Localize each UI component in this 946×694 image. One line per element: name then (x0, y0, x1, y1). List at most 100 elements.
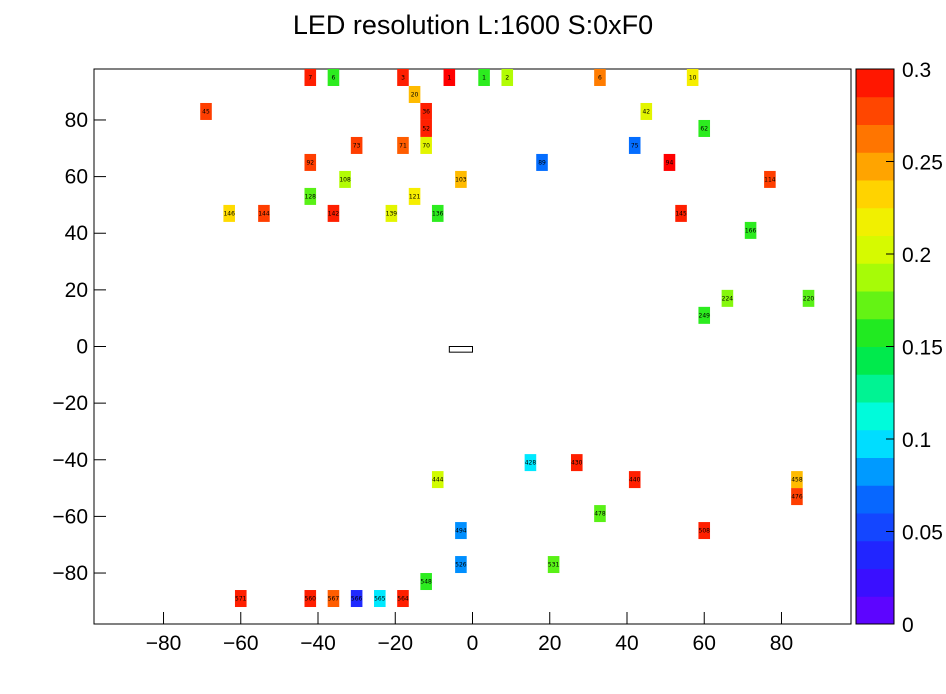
heatmap-cell (420, 102, 432, 120)
cell-label: 249 (699, 312, 711, 319)
x-tick-label: 60 (693, 632, 716, 655)
heatmap-cell (304, 187, 317, 205)
cell-label: 136 (432, 210, 444, 217)
cell-label: 444 (432, 477, 444, 484)
cell-label: 92 (306, 159, 314, 166)
cell-label: 494 (455, 528, 467, 535)
heatmap-cell (721, 289, 734, 307)
cell-label: 144 (258, 210, 270, 217)
y-tick-label: 40 (65, 222, 88, 245)
colorbar-segment (856, 291, 894, 320)
cell-label: 566 (351, 596, 363, 603)
colorbar-segment (856, 235, 894, 264)
cell-label: 428 (525, 460, 537, 467)
heatmap-cell (594, 505, 606, 523)
cell-label: 560 (305, 596, 317, 603)
heatmap-cell (258, 204, 270, 222)
x-tick-label: −20 (377, 632, 413, 655)
heatmap-cell (628, 136, 641, 154)
heatmap-cell (397, 69, 409, 86)
cell-label: 3 (401, 74, 405, 81)
colorbar-segment (856, 513, 894, 542)
heatmap-cell (431, 204, 444, 222)
cell-label: 73 (353, 142, 361, 149)
y-tick-label: −60 (52, 505, 88, 528)
heatmap-cell (408, 187, 421, 205)
heatmap-cell (339, 170, 351, 188)
cell-label: 103 (455, 176, 467, 183)
heatmap-cell (408, 85, 421, 103)
cell-label: 508 (699, 528, 711, 535)
heatmap-cell (455, 522, 467, 540)
cell-label: 75 (631, 142, 639, 149)
cell-label: 567 (328, 596, 340, 603)
x-tick-label: 0 (467, 632, 479, 655)
heatmap-cell (594, 69, 606, 86)
heatmap-cell (420, 119, 432, 137)
heatmap-cell (663, 153, 676, 171)
cell-label: 108 (339, 176, 351, 183)
y-tick-label: −40 (52, 449, 88, 472)
x-tick-label: −60 (223, 632, 259, 655)
cell-label: 42 (642, 108, 650, 115)
cell-label: 476 (791, 494, 803, 501)
axes: −80 −60 −40 −20 0 20 40 60 80 80 60 40 20 0 −20 −40 −60 −… (52, 109, 793, 655)
heatmap-cell (478, 69, 490, 86)
x-tick-label: 40 (615, 632, 638, 655)
heatmap-cell (698, 119, 711, 137)
heatmap-cell (234, 590, 247, 608)
colorbar-segment (856, 568, 894, 597)
cell-label: 531 (548, 562, 560, 569)
colorbar-segment (856, 346, 894, 375)
y-tick-label: 60 (65, 166, 88, 189)
heatmap-cell (420, 136, 432, 154)
chart-title: LED resolution L:1600 S:0xF0 (292, 10, 654, 40)
x-tick-label: −80 (146, 632, 182, 655)
cell-label: 548 (420, 579, 432, 586)
cell-label: 10 (689, 74, 697, 81)
heatmap-cell (443, 69, 456, 86)
cell-label: 526 (455, 562, 467, 569)
cell-label: 571 (235, 596, 247, 603)
colorbar-tick-label: 0 (902, 614, 914, 637)
cell-label: 1 (482, 74, 486, 81)
cell-label: 114 (764, 176, 776, 183)
heatmap-cell (744, 221, 757, 239)
x-tick-label: 20 (538, 632, 561, 655)
cell-label: 430 (571, 460, 583, 467)
colorbar-segment (856, 374, 894, 403)
cell-label: 7 (308, 74, 312, 81)
cell-label: 145 (675, 210, 687, 217)
heatmap-cells: 7 6 3 1 1 2 6 10 20 45 36 42 52 62 73 71 70 75 92 89 94 108 10… (200, 69, 815, 608)
heatmap-cell (802, 289, 815, 307)
heatmap-cell (791, 471, 803, 489)
heatmap-cell (420, 573, 432, 591)
colorbar-segment (856, 152, 894, 181)
heatmap-cell (327, 204, 340, 222)
cell-label: 121 (409, 193, 421, 200)
y-tick-label: −80 (52, 562, 88, 585)
cell-label: 2 (505, 74, 509, 81)
cell-label: 564 (397, 596, 409, 603)
cell-label: 440 (629, 477, 641, 484)
colorbar-segment (856, 429, 894, 458)
colorbar-tick-label: 0.05 (902, 522, 943, 545)
cell-label: 478 (594, 511, 606, 518)
heatmap-cell (327, 69, 340, 86)
cell-label: 142 (328, 210, 340, 217)
cell-label: 1 (447, 74, 451, 81)
colorbar-segment (856, 69, 894, 98)
colorbar-tick-label: 0.1 (902, 429, 931, 452)
cell-label: 70 (422, 142, 430, 149)
y-tick-label: 0 (76, 336, 88, 359)
cell-label: 52 (422, 125, 430, 132)
cell-label: 89 (538, 159, 546, 166)
heatmap-cell (698, 306, 711, 324)
heatmap-cell (675, 204, 687, 222)
heatmap-cell (431, 471, 444, 489)
heatmap-cell (536, 153, 548, 171)
heatmap-cell (686, 69, 699, 86)
cell-label: 146 (223, 210, 235, 217)
heatmap-cell (304, 590, 317, 608)
